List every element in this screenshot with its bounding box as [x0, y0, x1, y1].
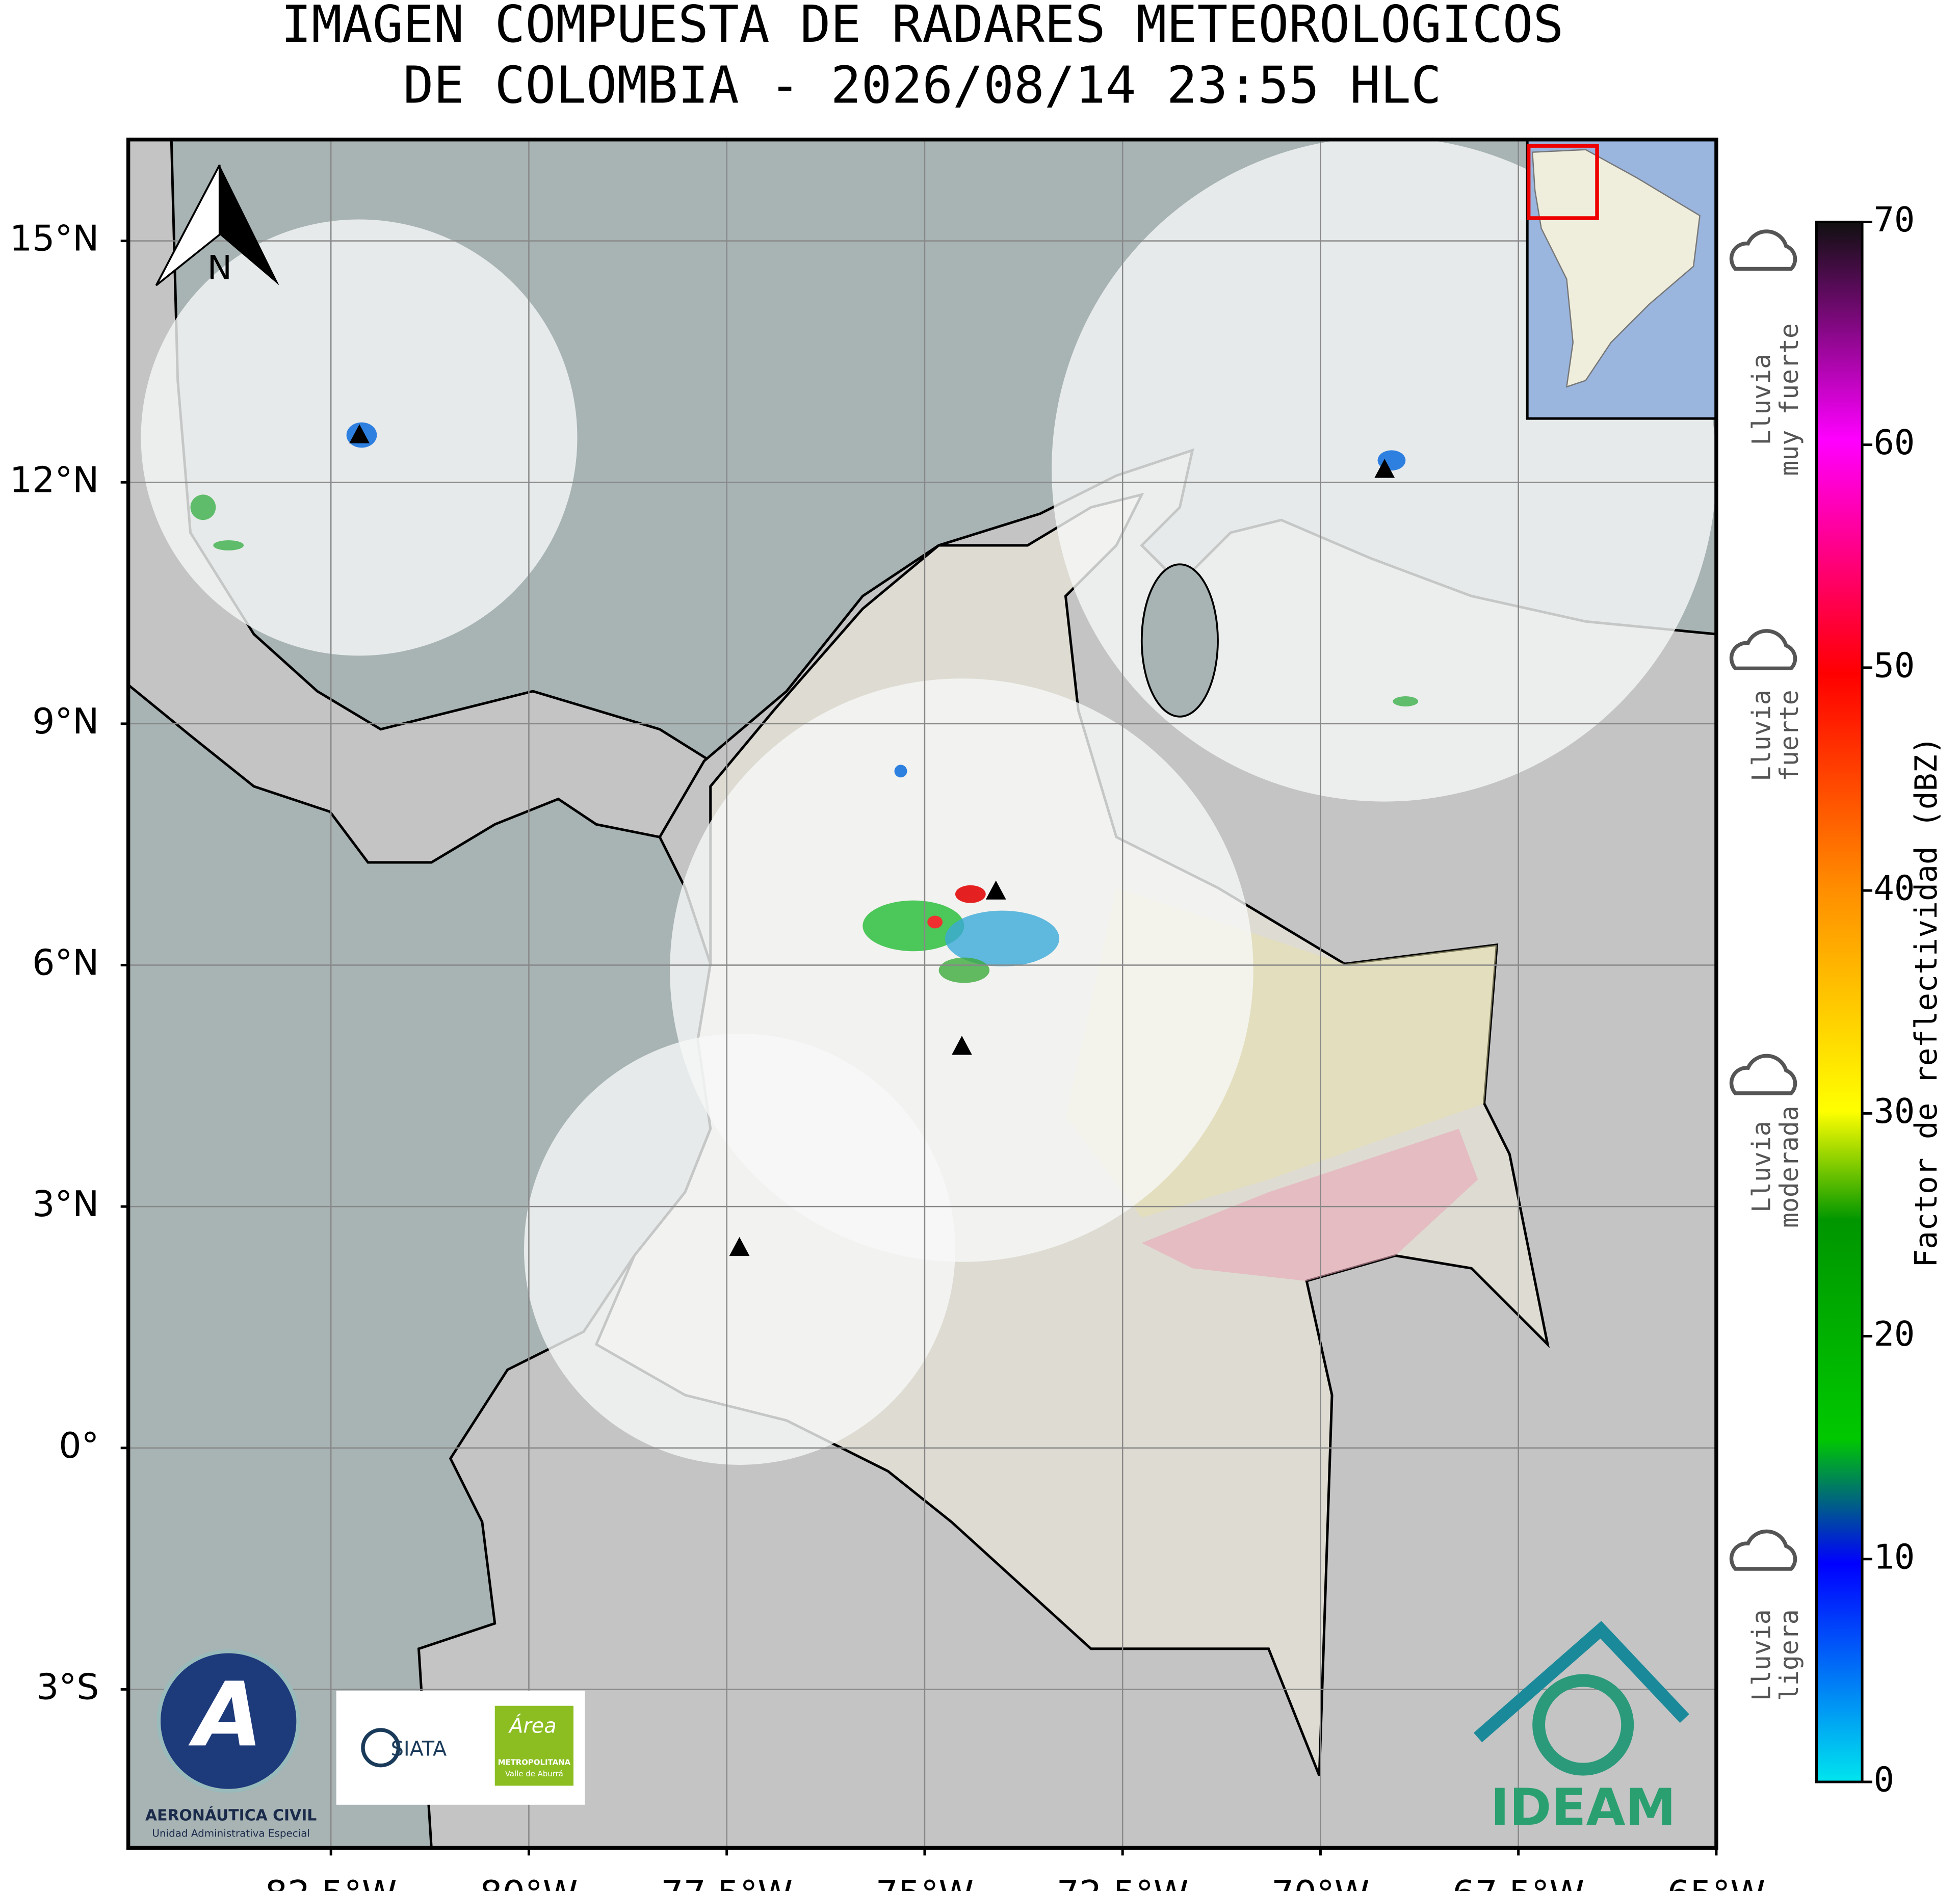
region-shade	[1141, 1128, 1478, 1281]
colorbar-tick-label: 60	[1873, 423, 1915, 462]
colorbar-label: Factor de reflectividad (dBZ)	[1909, 737, 1944, 1268]
rain-legend-label: Lluvia	[1747, 1121, 1776, 1213]
graticule	[128, 139, 1716, 1848]
colorbar-tick-label: 70	[1873, 200, 1915, 240]
y-tick-label: 3°S	[36, 1666, 99, 1708]
map-frame	[126, 137, 1718, 1850]
lake	[1140, 563, 1219, 718]
rain-legend-label: Lluvia	[1747, 1609, 1776, 1701]
logo-text: Área	[508, 1714, 556, 1738]
radar-site	[729, 1237, 750, 1256]
rain-legend-label: moderada	[1774, 1106, 1804, 1228]
x-tick-label: 77.5°W	[661, 1873, 793, 1891]
weather-icon	[1729, 629, 1797, 671]
inset-map	[1526, 139, 1716, 420]
logo-text: SIATA	[391, 1737, 447, 1761]
rain-legend-label: ligera	[1774, 1609, 1804, 1701]
radar-sites	[349, 424, 1395, 1256]
rain-legend-label: Lluvia	[1747, 354, 1776, 445]
weather-icon	[1729, 1529, 1797, 1571]
weather-icon	[1729, 1054, 1797, 1095]
x-tick-label: 80°W	[480, 1873, 578, 1891]
map-area: N A AERONÁUTICA CIVIL Unidad Administrat…	[128, 139, 1716, 1848]
colorbar-tick-label: 30	[1873, 1091, 1915, 1131]
x-tick-label: 70°W	[1271, 1873, 1369, 1891]
rain-legend-label: fuerte	[1774, 690, 1804, 781]
rain-legend-label: Lluvia	[1747, 690, 1776, 781]
radar-site	[349, 424, 370, 443]
radar-site	[985, 880, 1006, 900]
y-tick-label: 12°N	[10, 459, 99, 501]
logo-text: METROPOLITANA	[498, 1758, 571, 1767]
x-tick-label: 72.5°W	[1057, 1873, 1189, 1891]
colorbar-tick-label: 50	[1873, 645, 1915, 685]
x-tick-label: 82.5°W	[265, 1873, 397, 1891]
y-tick-label: 6°N	[32, 942, 99, 984]
y-tick-label: 3°N	[32, 1184, 99, 1225]
logo-text: Unidad Administrativa Especial	[152, 1828, 309, 1840]
x-tick-label: 65°W	[1667, 1873, 1765, 1891]
radar-echoes	[190, 422, 1419, 983]
colorbar-tick-label: 40	[1873, 869, 1915, 908]
y-tick-label: 0°	[59, 1425, 99, 1466]
colorbar	[1815, 220, 1864, 1783]
y-tick-label: 15°N	[10, 218, 99, 259]
x-tick-label: 75°W	[876, 1873, 974, 1891]
radar-site	[1374, 459, 1395, 478]
colorbar-tick-label: 10	[1873, 1537, 1915, 1577]
rain-legend-label: muy fuerte	[1774, 323, 1804, 476]
title-line: DE COLOMBIA - 2026/08/14 23:55 HLC	[403, 57, 1442, 115]
logo-text: A	[188, 1663, 263, 1767]
colorbar-tick-label: 20	[1873, 1314, 1915, 1354]
x-tick-label: 67.5°W	[1452, 1873, 1584, 1891]
logo-text: Valle de Aburrá	[505, 1769, 563, 1778]
title-line: IMAGEN COMPUESTA DE RADARES METEOROLOGIC…	[281, 0, 1563, 54]
radar-site	[952, 1036, 972, 1055]
weather-icon	[1729, 229, 1797, 271]
north-label: N	[207, 249, 232, 287]
logos: A AERONÁUTICA CIVIL Unidad Administrativ…	[145, 1621, 1689, 1840]
logo-text: IDEAM	[1491, 1779, 1676, 1837]
logo-text: AERONÁUTICA CIVIL	[145, 1806, 317, 1825]
colorbar-tick-label: 0	[1873, 1760, 1894, 1800]
y-tick-label: 9°N	[32, 701, 99, 742]
